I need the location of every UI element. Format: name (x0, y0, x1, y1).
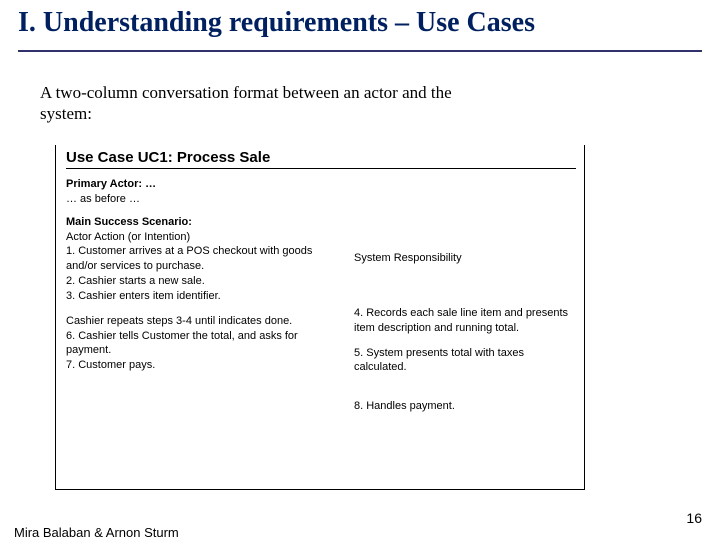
title-underline (18, 50, 702, 52)
slide: I. Understanding requirements – Use Case… (0, 0, 720, 540)
page-title: I. Understanding requirements – Use Case… (18, 8, 702, 39)
usecase-left-col: Primary Actor: … … as before … Main Succ… (66, 177, 354, 414)
page-number: 16 (686, 510, 702, 526)
step-1: 1. Customer arrives at a POS checkout wi… (66, 244, 346, 274)
step-8: 8. Handles payment. (354, 399, 574, 414)
usecase-figure: Use Case UC1: Process Sale Primary Actor… (55, 145, 585, 490)
usecase-right-col: System Responsibility 4. Records each sa… (354, 177, 574, 414)
actor-header: Actor Action (or Intention) (66, 230, 346, 245)
step-6: 6. Cashier tells Customer the total, and… (66, 329, 346, 359)
step-4: 4. Records each sale line item and prese… (354, 306, 574, 336)
step-5: 5. System presents total with taxes calc… (354, 346, 574, 376)
usecase-heading: Use Case UC1: Process Sale (66, 149, 574, 166)
as-before: … as before … (66, 192, 346, 207)
step-7: 7. Customer pays. (66, 358, 346, 373)
usecase-divider (66, 168, 576, 169)
scenario-label: Main Success Scenario: (66, 215, 346, 230)
primary-actor-label: Primary Actor: … (66, 177, 346, 192)
usecase-body: Primary Actor: … … as before … Main Succ… (66, 177, 574, 414)
step-2: 2. Cashier starts a new sale. (66, 274, 346, 289)
system-header: System Responsibility (354, 251, 574, 266)
footer-author: Mira Balaban & Arnon Sturm (14, 525, 179, 540)
repeat-note: Cashier repeats steps 3-4 until indicate… (66, 314, 346, 329)
intro-text: A two-column conversation format between… (40, 82, 500, 125)
step-3: 3. Cashier enters item identifier. (66, 289, 346, 304)
